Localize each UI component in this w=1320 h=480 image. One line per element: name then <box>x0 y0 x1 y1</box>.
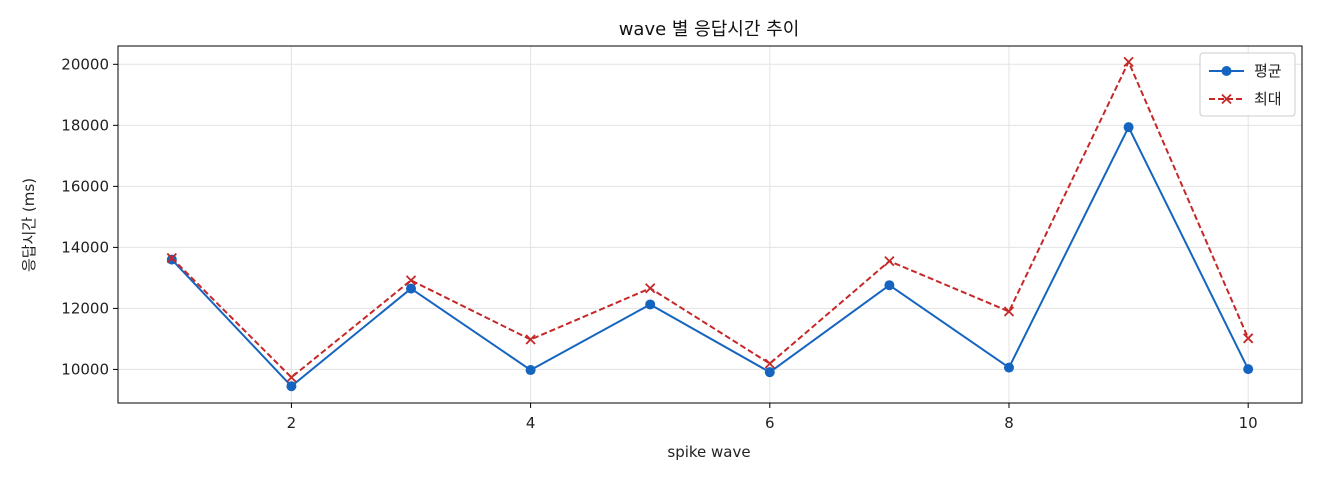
data-point <box>1123 122 1134 133</box>
y-tick-label: 10000 <box>61 360 109 378</box>
data-point <box>166 254 177 265</box>
data-point <box>286 372 297 383</box>
legend-label: 최대 <box>1254 90 1282 108</box>
data-point <box>1243 364 1254 375</box>
data-point <box>286 381 297 392</box>
y-tick-label: 14000 <box>61 238 109 256</box>
y-tick-label: 12000 <box>61 299 109 317</box>
data-point <box>645 299 656 310</box>
x-tick-label: 10 <box>1239 414 1258 432</box>
y-tick-label: 16000 <box>61 177 109 195</box>
data-point <box>166 252 177 264</box>
y-axis-label: 응답시간 (ms) <box>20 178 38 272</box>
data-point <box>406 283 417 294</box>
plot-area <box>117 45 1303 404</box>
data-point <box>1003 306 1015 317</box>
data-point <box>764 358 775 369</box>
x-tick-label: 8 <box>1004 414 1014 432</box>
legend-marker <box>1221 66 1232 76</box>
x-tick-label: 4 <box>526 414 536 432</box>
legend-item: 최대 <box>1209 90 1282 108</box>
grid <box>118 46 1302 403</box>
x-tick-label: 6 <box>765 414 775 432</box>
data-point <box>884 255 895 267</box>
series-1 <box>166 122 1254 392</box>
x-tick-label: 2 <box>287 414 297 432</box>
chart-title: wave 별 응답시간 추이 <box>619 19 800 40</box>
y-tick-label: 20000 <box>61 55 109 73</box>
data-point <box>764 367 775 378</box>
legend-marker <box>1221 93 1232 105</box>
data-point <box>1003 362 1014 373</box>
legend-label: 평균 <box>1254 62 1282 80</box>
data-point <box>1243 333 1254 344</box>
data-point <box>525 365 536 376</box>
data-point <box>525 334 536 345</box>
data-point <box>405 275 417 286</box>
series-2 <box>166 56 1254 383</box>
data-point <box>884 280 895 291</box>
data-point <box>1123 56 1134 68</box>
x-axis-label: spike wave <box>667 443 750 461</box>
series-layer <box>166 56 1254 392</box>
y-tick-label: 18000 <box>61 116 109 134</box>
data-point <box>645 283 656 294</box>
series-line <box>171 126 1250 388</box>
axis-ticks: 2 4 6 8 10 10000 12000 14000 16000 18000 20000 <box>61 55 1257 432</box>
series-line <box>171 60 1250 379</box>
legend-item: 평균 <box>1209 62 1282 80</box>
